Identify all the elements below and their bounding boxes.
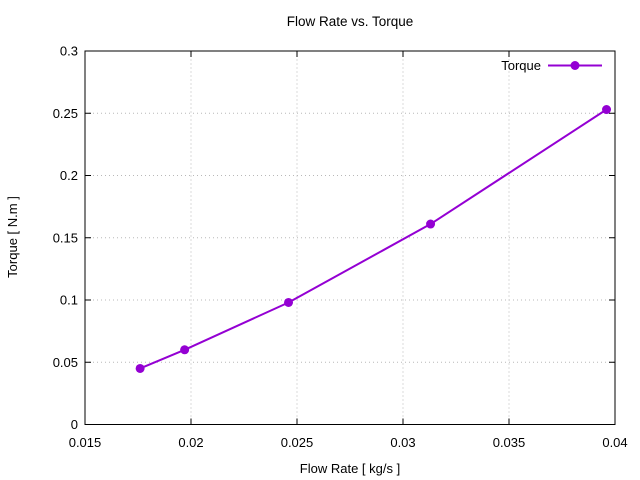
x-tick-label: 0.015 (69, 435, 102, 450)
legend-label: Torque (501, 58, 541, 73)
grid-layer (85, 51, 615, 425)
y-tick-label: 0.3 (60, 44, 78, 59)
x-axis-label: Flow Rate [ kg/s ] (300, 461, 400, 476)
y-tick-label: 0.15 (53, 230, 78, 245)
data-point-marker (135, 363, 145, 373)
x-tick-label: 0.03 (390, 435, 415, 450)
legend-marker-circle-icon (570, 61, 580, 70)
axis-layer: 0.015 0.02 0.025 0.03 0.035 0.04 0 0.05 0.1 0.15 0… (53, 44, 628, 451)
data-point-marker (602, 105, 612, 115)
y-tick-label: 0.1 (60, 293, 78, 308)
x-tick-label: 0.025 (281, 435, 314, 450)
series-layer (135, 105, 612, 373)
x-tick-label: 0.04 (602, 435, 627, 450)
chart-title: Flow Rate vs. Torque (287, 14, 414, 29)
x-tick-label: 0.035 (493, 435, 526, 450)
y-tick-label: 0.2 (60, 168, 78, 183)
data-point-marker (284, 297, 294, 307)
series-line-torque (139, 108, 608, 370)
data-point-marker (426, 219, 436, 229)
y-tick-label: 0.25 (53, 106, 78, 121)
legend: Torque (501, 58, 602, 73)
y-axis-label: Torque [ N.m ] (5, 196, 20, 278)
data-point-marker (180, 345, 190, 355)
x-tick-label: 0.02 (178, 435, 203, 450)
y-tick-label: 0 (71, 417, 78, 432)
plot-border (84, 50, 616, 425)
y-tick-label: 0.05 (53, 355, 78, 370)
